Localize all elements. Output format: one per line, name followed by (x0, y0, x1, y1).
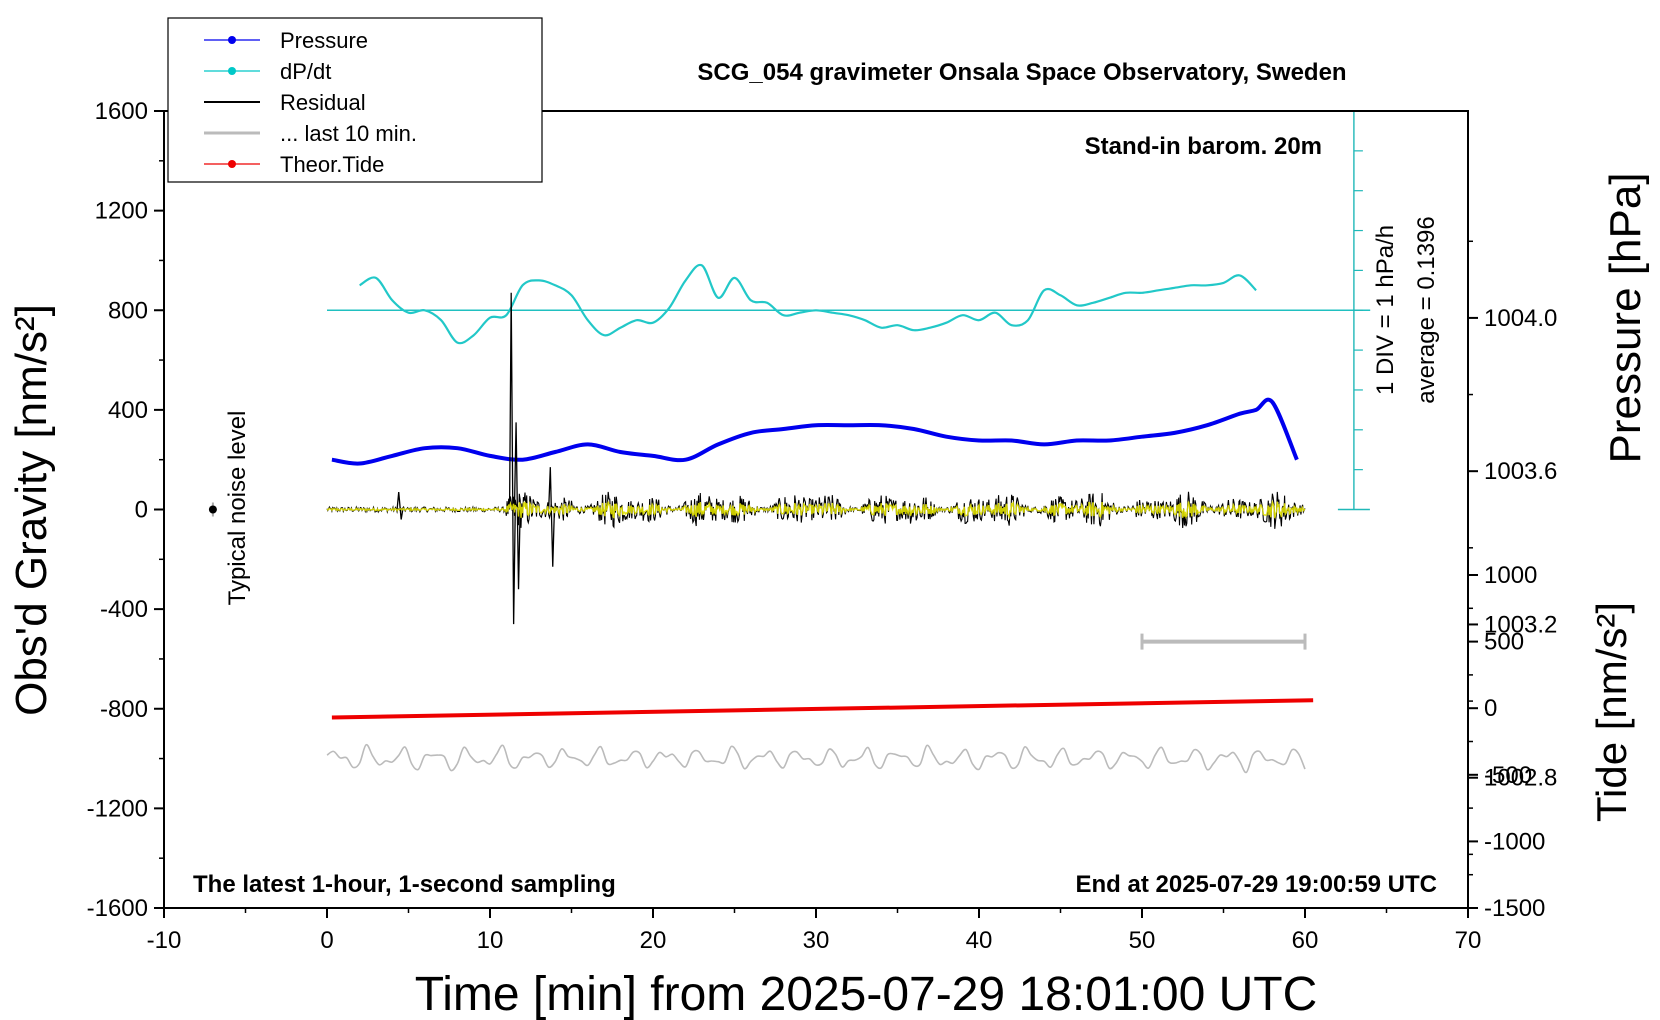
dpdt-div-label: 1 DIV = 1 hPa/h (1372, 225, 1399, 395)
tide-tick-label: 0 (1484, 695, 1497, 722)
tide-tick-label: 500 (1484, 629, 1524, 656)
legend-box (167, 17, 543, 183)
pressure-tick-label: 1003.6 (1484, 458, 1557, 485)
legend-label: dP/dt (280, 59, 331, 84)
residual-spike (548, 467, 556, 567)
x-axis-title: Time [min] from 2025-07-29 18:01:00 UTC (415, 968, 1318, 1020)
axis-layer: -10 0 10 20 30 40 50 60 70 -1600 -1200 -800 -400 0 400… (87, 98, 1558, 954)
stand-in-note: Stand-in barom. 20m (1085, 133, 1322, 160)
pressure-tick-label: 1002.8 (1484, 765, 1557, 792)
y-axis-title-pressure: Pressure [hPa] (1601, 172, 1650, 463)
tide-tick-label: -1500 (1484, 895, 1545, 922)
pressure-series-line (331, 397, 1299, 466)
plot-layer (208, 263, 1371, 774)
tide-tick-label: 1000 (1484, 562, 1537, 589)
noise-level-label: Typical noise level (224, 411, 251, 606)
last10-series-line (326, 743, 1306, 774)
end-note: End at 2025-07-29 19:00:59 UTC (1076, 871, 1438, 898)
x-tick-label: 30 (803, 927, 830, 954)
y-axis-title-tide: Tide [nm/s²] (1588, 602, 1635, 822)
residual-spike (396, 492, 404, 520)
x-tick-label: 60 (1292, 927, 1319, 954)
y-axis-title-left: Obs'd Gravity [nm/s²] (7, 304, 56, 716)
y-tick-label: -800 (100, 696, 148, 723)
legend-label: Residual (280, 90, 366, 115)
legend-swatch-marker (228, 36, 236, 44)
noise-point (208, 505, 217, 514)
residual-spike (513, 422, 521, 590)
pressure-tick-label: 1004.0 (1484, 305, 1557, 332)
legend-swatch-marker (228, 160, 236, 168)
legend-label: Theor.Tide (280, 152, 384, 177)
latest-note: The latest 1-hour, 1-second sampling (193, 871, 616, 898)
residual-filtered-line (326, 499, 1306, 520)
x-tick-label: 0 (320, 927, 333, 954)
tide-series-line (331, 698, 1314, 720)
x-tick-label: 40 (966, 927, 993, 954)
y-tick-label: 400 (108, 397, 148, 424)
y-tick-label: 1600 (95, 98, 148, 125)
x-tick-label: 70 (1455, 927, 1482, 954)
y-tick-label: 1200 (95, 198, 148, 225)
dpdt-average-label: average = 0.1396 (1413, 216, 1440, 404)
legend-swatch-marker (228, 67, 236, 75)
x-tick-label: 50 (1129, 927, 1156, 954)
y-tick-label: -1600 (87, 895, 148, 922)
dpdt-series-line (359, 263, 1257, 345)
residual-spike (508, 292, 516, 625)
tide-tick-label: -1000 (1484, 828, 1545, 855)
y-tick-label: 800 (108, 297, 148, 324)
tide-tick-label: -500 (1484, 762, 1532, 789)
legend-label: Pressure (280, 28, 368, 53)
x-tick-label: -10 (147, 927, 182, 954)
legend-label: ... last 10 min. (280, 121, 417, 146)
x-tick-label: 10 (477, 927, 504, 954)
y-tick-label: -1200 (87, 795, 148, 822)
y-tick-label: 0 (135, 497, 148, 524)
y-tick-label: -400 (100, 596, 148, 623)
pressure-tick-label: 1003.2 (1484, 611, 1557, 638)
x-tick-label: 20 (640, 927, 667, 954)
legend: Pressure dP/dt Residual ... last 10 min. The… (167, 17, 543, 183)
chart-title: SCG_054 gravimeter Onsala Space Observat… (697, 59, 1346, 86)
